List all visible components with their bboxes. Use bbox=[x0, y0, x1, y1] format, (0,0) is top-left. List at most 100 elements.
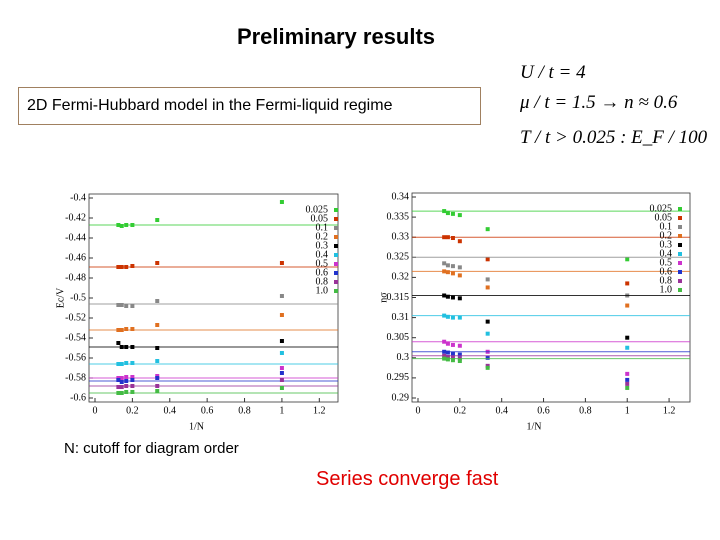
legend-label: 0.2 bbox=[660, 230, 673, 241]
legend-label: 0.1 bbox=[660, 221, 673, 232]
legend-marker bbox=[334, 208, 338, 212]
data-point bbox=[119, 391, 124, 395]
data-point bbox=[625, 345, 630, 350]
legend-label: 0.5 bbox=[660, 257, 673, 268]
legend-label: 0.8 bbox=[660, 275, 673, 286]
data-point bbox=[124, 375, 129, 379]
data-point bbox=[450, 315, 455, 320]
data-point bbox=[130, 375, 135, 379]
data-point bbox=[485, 319, 490, 324]
data-point bbox=[279, 294, 284, 298]
x-tick-label: 1 bbox=[279, 405, 284, 416]
y-tick-label: -0.4 bbox=[70, 192, 86, 203]
x-tick-label: 0.2 bbox=[126, 405, 139, 416]
y-axis-label: Ec/V bbox=[55, 287, 66, 308]
data-point bbox=[124, 384, 129, 388]
data-point bbox=[442, 349, 447, 354]
data-point bbox=[119, 345, 124, 349]
data-point bbox=[457, 315, 462, 320]
data-point bbox=[445, 235, 450, 240]
y-tick-label: 0.29 bbox=[392, 392, 410, 403]
data-point bbox=[124, 223, 129, 227]
data-point bbox=[130, 378, 135, 382]
data-point bbox=[155, 323, 160, 327]
data-point bbox=[116, 385, 121, 389]
slide-title: Preliminary results bbox=[236, 24, 436, 49]
legend-marker bbox=[334, 217, 338, 221]
data-point bbox=[442, 353, 447, 358]
data-point bbox=[450, 264, 455, 269]
data-point bbox=[442, 269, 447, 274]
legend-label: 1.0 bbox=[316, 285, 329, 296]
legend-label: 1.0 bbox=[660, 284, 673, 295]
legend-label: 0.4 bbox=[660, 248, 673, 259]
legend-marker bbox=[678, 270, 682, 274]
y-tick-label: 0.33 bbox=[392, 231, 410, 242]
data-point bbox=[116, 391, 121, 395]
data-point bbox=[445, 263, 450, 268]
data-point bbox=[442, 313, 447, 318]
data-point bbox=[450, 358, 455, 363]
data-point bbox=[457, 213, 462, 218]
legend-label: 0.6 bbox=[660, 266, 673, 277]
legend-label: 0.5 bbox=[316, 258, 329, 269]
data-point bbox=[485, 363, 490, 368]
y-tick-label: 0.31 bbox=[392, 312, 410, 323]
data-point bbox=[625, 381, 630, 386]
data-point bbox=[124, 265, 129, 269]
legend-label: 0.025 bbox=[306, 204, 329, 215]
legend-marker bbox=[678, 288, 682, 292]
data-point bbox=[445, 314, 450, 319]
data-point bbox=[119, 380, 124, 384]
y-tick-label: -0.44 bbox=[65, 232, 86, 243]
data-point bbox=[485, 227, 490, 232]
legend-marker bbox=[678, 207, 682, 211]
y-tick-label: 0.305 bbox=[387, 332, 410, 343]
data-point bbox=[279, 313, 284, 317]
data-point bbox=[485, 285, 490, 290]
legend-label: 0.05 bbox=[311, 213, 329, 224]
x-tick-label: 0 bbox=[93, 405, 98, 416]
data-point bbox=[457, 273, 462, 278]
y-tick-label: -0.46 bbox=[65, 252, 86, 263]
conclusion: Series converge fast bbox=[316, 468, 499, 490]
data-point bbox=[457, 296, 462, 301]
data-point bbox=[124, 361, 129, 365]
legend-marker bbox=[678, 234, 682, 238]
data-point bbox=[124, 327, 129, 331]
data-point bbox=[457, 359, 462, 364]
legend-marker bbox=[334, 235, 338, 239]
x-tick-label: 1 bbox=[625, 405, 630, 416]
legend-label: 0.1 bbox=[316, 222, 329, 233]
data-point bbox=[279, 366, 284, 370]
data-point bbox=[457, 265, 462, 270]
data-point bbox=[450, 295, 455, 300]
data-point bbox=[155, 299, 160, 303]
data-point bbox=[442, 356, 447, 361]
data-point bbox=[457, 352, 462, 357]
y-tick-label: -0.48 bbox=[65, 272, 86, 283]
data-point bbox=[116, 341, 121, 345]
data-point bbox=[119, 385, 124, 389]
data-point bbox=[445, 211, 450, 216]
data-point bbox=[450, 271, 455, 276]
data-point bbox=[124, 304, 129, 308]
data-point bbox=[442, 339, 447, 344]
y-tick-label: 0.34 bbox=[392, 191, 410, 202]
data-point bbox=[116, 303, 121, 307]
legend-marker bbox=[678, 243, 682, 247]
data-point bbox=[485, 257, 490, 262]
data-point bbox=[442, 209, 447, 214]
data-point bbox=[155, 376, 160, 380]
data-point bbox=[457, 239, 462, 244]
data-point bbox=[445, 270, 450, 275]
x-tick-label: 0.6 bbox=[537, 405, 550, 416]
data-point bbox=[124, 379, 129, 383]
legend-marker bbox=[334, 280, 338, 284]
data-point bbox=[119, 265, 124, 269]
data-point bbox=[155, 261, 160, 265]
data-point bbox=[450, 211, 455, 216]
y-tick-label: -0.5 bbox=[70, 292, 86, 303]
